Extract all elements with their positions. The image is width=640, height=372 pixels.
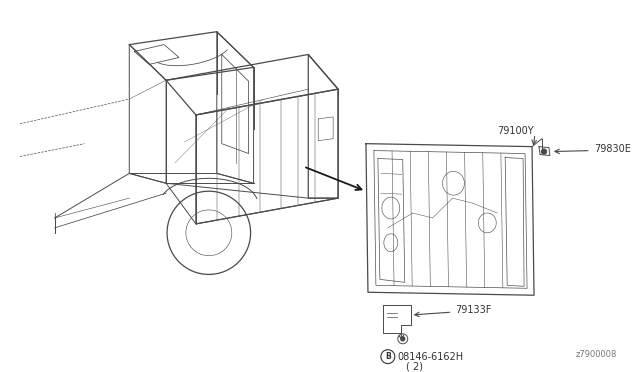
Text: 79133F: 79133F [456, 305, 492, 315]
Circle shape [541, 149, 547, 154]
Text: 79830E: 79830E [594, 144, 630, 154]
Text: ( 2): ( 2) [406, 362, 423, 372]
Text: B: B [385, 352, 390, 361]
Text: 08146-6162H: 08146-6162H [398, 352, 464, 362]
Text: z7900008: z7900008 [575, 350, 616, 359]
Circle shape [401, 337, 404, 341]
Text: 79100Y: 79100Y [497, 126, 534, 136]
